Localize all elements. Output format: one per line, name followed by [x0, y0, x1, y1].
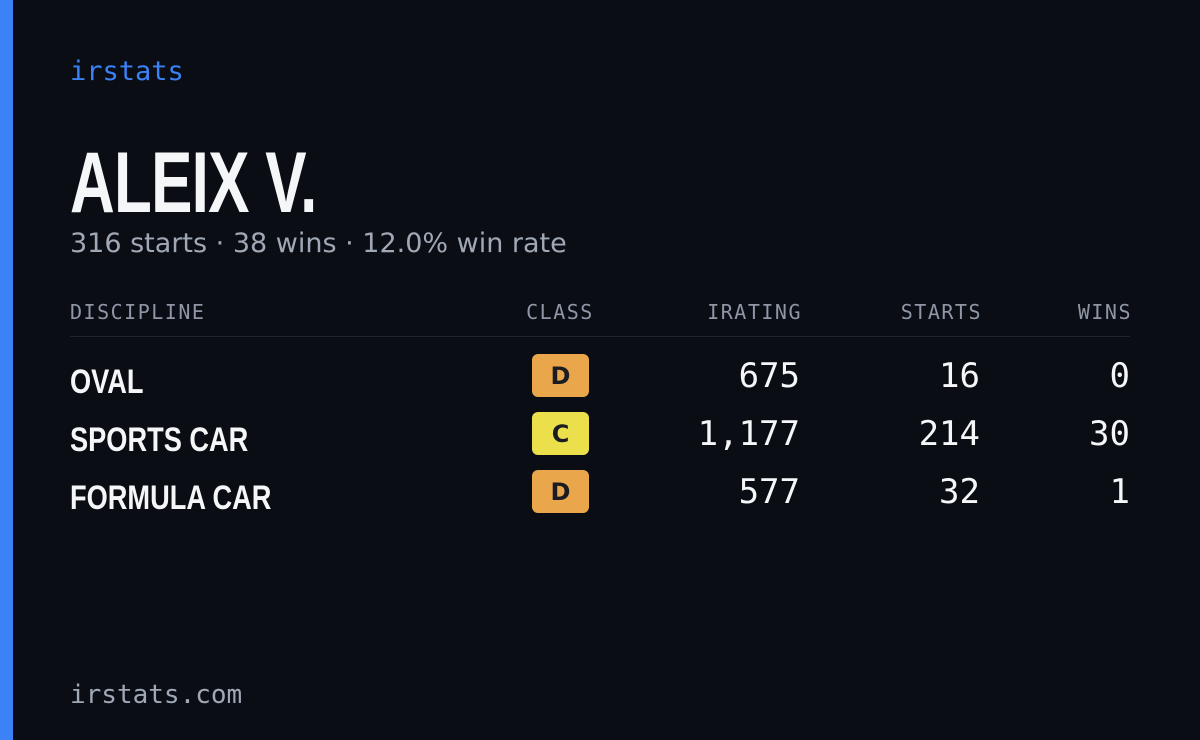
column-header: WINS	[1077, 300, 1132, 324]
irating: 675	[738, 356, 800, 396]
starts: 16	[939, 356, 980, 396]
starts: 32	[939, 472, 980, 512]
column-header: IRATING	[707, 300, 802, 324]
driver-name: ALEIX V.	[70, 135, 317, 231]
irating: 577	[738, 472, 800, 512]
wins: 1	[1109, 472, 1130, 512]
column-header: DISCIPLINE	[70, 300, 206, 324]
brand: irstats	[70, 56, 184, 87]
wins: 0	[1109, 356, 1130, 396]
footer-url: irstats.com	[70, 680, 243, 710]
class-badge: C	[532, 412, 589, 455]
class-badge: D	[532, 470, 589, 513]
accent-bar	[0, 0, 13, 740]
summary: 316 starts · 38 wins · 12.0% win rate	[70, 228, 567, 259]
column-header: CLASS	[526, 300, 594, 324]
header-rule	[70, 336, 1130, 337]
irating: 1,177	[697, 414, 800, 454]
wins: 30	[1089, 414, 1130, 454]
starts: 214	[918, 414, 980, 454]
discipline: SPORTS CAR	[70, 421, 249, 459]
column-header: STARTS	[900, 300, 982, 324]
discipline: FORMULA CAR	[70, 479, 272, 517]
discipline: OVAL	[70, 363, 144, 401]
class-badge: D	[532, 354, 589, 397]
